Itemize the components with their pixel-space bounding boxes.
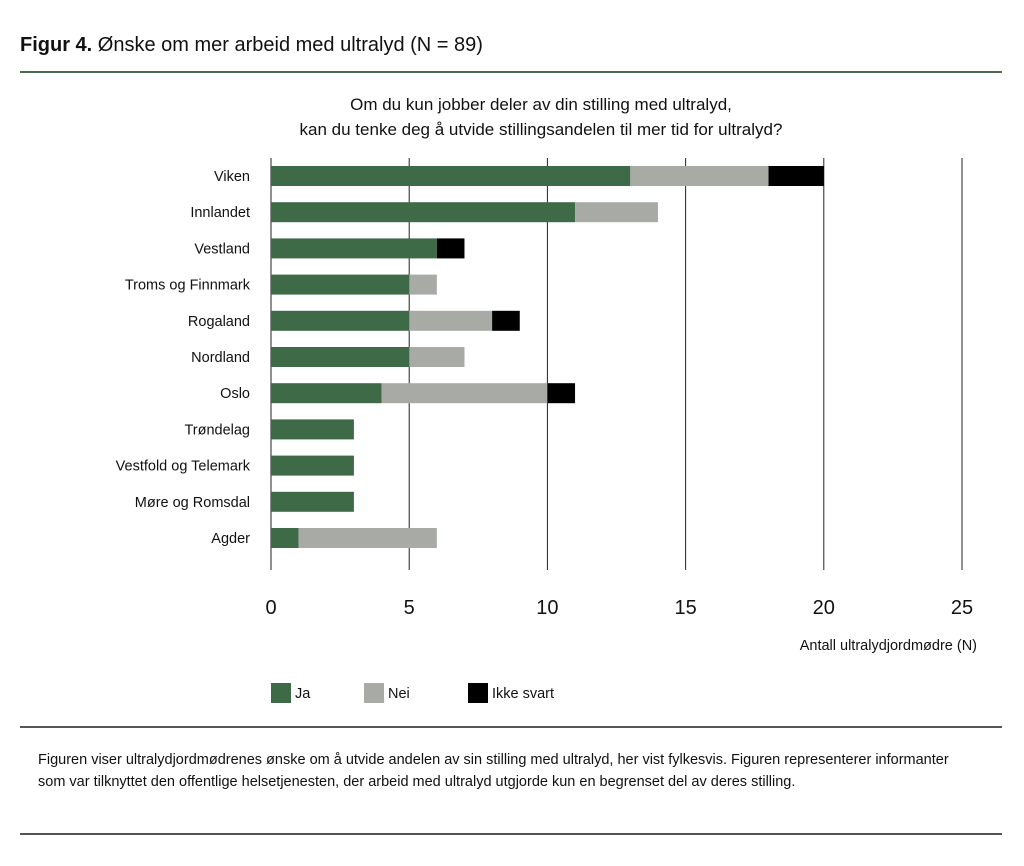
- bar-nei: [575, 202, 658, 223]
- x-tick-label: 10: [536, 597, 558, 619]
- bar-ja: [271, 202, 576, 223]
- y-category-label: Vestfold og Telemark: [116, 459, 251, 475]
- bar-ja: [271, 347, 410, 367]
- bar-nei: [630, 166, 769, 186]
- bar-nei: [409, 310, 493, 331]
- x-tick-label: 20: [813, 597, 835, 619]
- bar-nei: [409, 274, 437, 295]
- legend-swatch: [364, 683, 384, 703]
- bottom-divider: [20, 833, 1002, 835]
- bar-ja: [271, 310, 410, 331]
- top-divider: [20, 71, 1002, 73]
- y-category-label: Trøndelag: [184, 422, 250, 438]
- legend-swatch: [468, 683, 488, 703]
- legend-label: Ikke svart: [492, 686, 554, 702]
- y-category-label: Møre og Romsdal: [135, 495, 250, 511]
- figure-title: Figur 4. Ønske om mer arbeid med ultraly…: [20, 34, 483, 57]
- x-tick-label: 25: [951, 597, 973, 619]
- bar-ja: [271, 166, 631, 186]
- chart: Om du kun jobber deler av din stilling m…: [116, 95, 977, 703]
- bar-ja: [271, 491, 354, 512]
- bar-nei: [381, 383, 548, 404]
- figure-title-text: Ønske om mer arbeid med ultralyd (N = 89…: [97, 34, 483, 56]
- bar-nei: [298, 528, 437, 548]
- y-category-label: Troms og Finnmark: [125, 278, 251, 294]
- figure-label: Figur 4.: [20, 34, 93, 56]
- y-category-label: Nordland: [191, 350, 250, 366]
- bar-ja: [271, 528, 299, 548]
- y-category-label: Innlandet: [190, 205, 250, 221]
- y-category-label: Agder: [211, 531, 250, 547]
- y-category-label: Rogaland: [188, 314, 250, 330]
- legend-label: Ja: [295, 686, 311, 702]
- y-category-label: Viken: [214, 169, 250, 185]
- bar-ja: [271, 274, 410, 295]
- bar-ikke-svart: [768, 166, 824, 186]
- x-axis-label: Antall ultralydjordmødre (N): [800, 638, 977, 654]
- y-category-label: Vestland: [194, 241, 250, 257]
- bar-ikke-svart: [492, 310, 520, 331]
- bar-ja: [271, 419, 354, 440]
- figure-caption: Figuren viser ultralydjordmødrenes ønske…: [38, 752, 949, 790]
- legend-label: Nei: [388, 686, 410, 702]
- bar-ja: [271, 383, 382, 404]
- legend-swatch: [271, 683, 291, 703]
- chart-title-line: kan du tenke deg å utvide stillingsandel…: [300, 120, 783, 139]
- bar-ikke-svart: [436, 238, 465, 259]
- x-tick-label: 0: [265, 597, 276, 619]
- chart-title-line: Om du kun jobber deler av din stilling m…: [350, 95, 732, 114]
- caption-divider: [20, 726, 1002, 728]
- bar-ja: [271, 238, 437, 259]
- x-tick-label: 5: [404, 597, 415, 619]
- y-category-label: Oslo: [220, 386, 250, 402]
- bar-ja: [271, 455, 354, 476]
- x-tick-label: 15: [674, 597, 696, 619]
- bar-ikke-svart: [547, 383, 576, 404]
- bar-nei: [409, 347, 465, 367]
